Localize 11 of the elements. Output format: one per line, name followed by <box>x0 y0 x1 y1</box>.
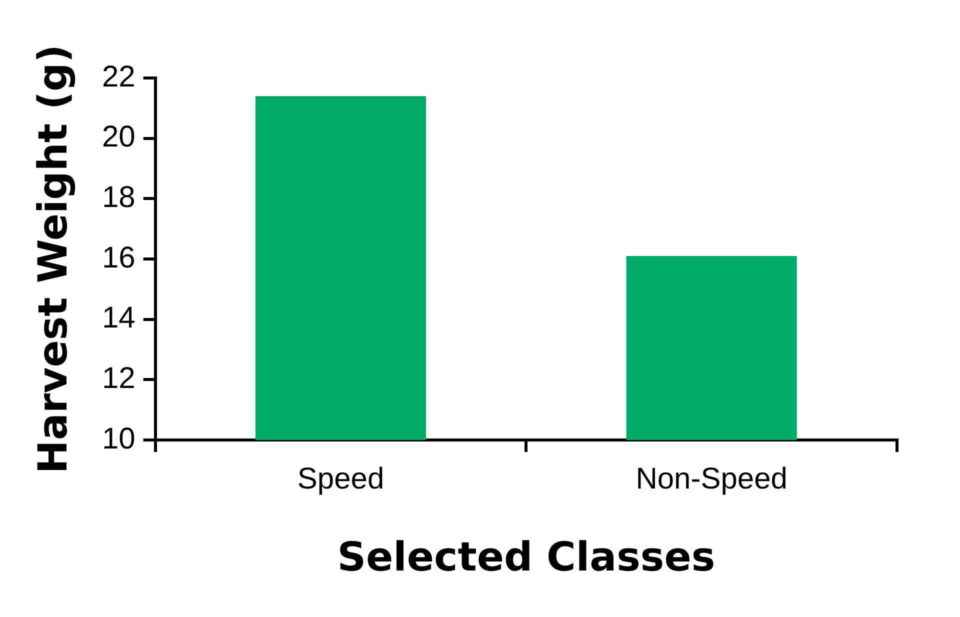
y-tick-label: 20 <box>102 120 136 154</box>
x-tick-label: Speed <box>297 462 384 496</box>
x-tick-label: Non-Speed <box>636 462 788 496</box>
x-axis-title: Selected Classes <box>337 534 716 580</box>
y-tick-label: 16 <box>102 241 136 274</box>
y-axis-title: Harvest Weight (g) <box>30 44 76 474</box>
y-tick-label: 10 <box>102 422 136 456</box>
y-tick-label: 18 <box>102 180 136 214</box>
y-tick-label: 12 <box>102 362 136 395</box>
y-tick-label: 14 <box>102 302 136 335</box>
y-tick-label: 22 <box>102 60 136 94</box>
